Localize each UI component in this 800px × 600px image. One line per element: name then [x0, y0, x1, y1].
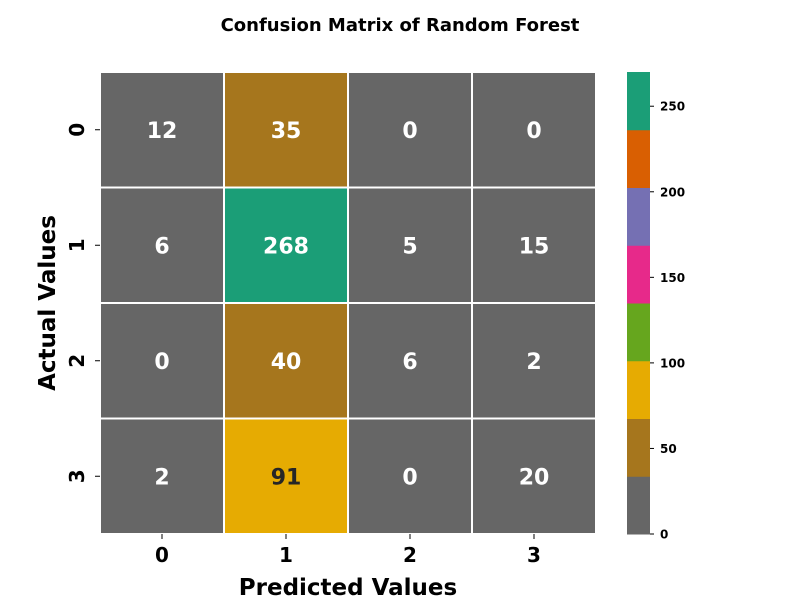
y-tick-label: 3 — [65, 469, 89, 483]
cell-value-label: 268 — [263, 234, 309, 259]
heatmap-cell-1-3 — [471, 186, 597, 304]
colorbar-segment — [627, 129, 650, 188]
x-tick-label: 0 — [155, 543, 169, 567]
colorbar-tick-label: 150 — [660, 271, 685, 285]
colorbar-tick-label: 200 — [660, 185, 685, 199]
heatmap-annotations: 12 35 0 0 6 268 5 15 0 40 6 2 2 91 0 20 — [147, 119, 550, 491]
x-tick-label: 1 — [279, 543, 293, 567]
heatmap-cell-0-1 — [223, 71, 349, 189]
x-tick-label: 3 — [527, 543, 541, 567]
x-tick-label: 2 — [403, 543, 417, 567]
colorbar-tick-label: 250 — [660, 100, 685, 114]
x-axis-ticks: 0 1 2 3 — [155, 534, 541, 567]
cell-value-label: 40 — [271, 350, 302, 375]
cell-value-label: 91 — [271, 465, 302, 490]
cell-value-label: 2 — [154, 465, 169, 490]
heatmap-cells — [99, 71, 597, 535]
cell-value-label: 6 — [154, 234, 169, 259]
cell-value-label: 6 — [402, 350, 417, 375]
colorbar-segment — [627, 187, 650, 246]
colorbar-segment — [627, 72, 650, 131]
cell-value-label: 0 — [402, 465, 417, 490]
y-tick-label: 0 — [65, 123, 89, 137]
heatmap-cell-1-1 — [223, 186, 349, 304]
colorbar-segment — [627, 418, 650, 477]
colorbar-tick-label: 0 — [660, 528, 668, 542]
y-axis-ticks: 0 1 2 3 — [65, 123, 100, 483]
colorbar-segment — [627, 360, 650, 419]
cell-value-label: 15 — [519, 234, 550, 259]
heatmap-cell-2-3 — [471, 302, 597, 420]
chart-title: Confusion Matrix of Random Forest — [221, 15, 580, 36]
colorbar-tick-label: 100 — [660, 356, 685, 370]
cell-value-label: 12 — [147, 119, 178, 144]
y-tick-label: 2 — [65, 354, 89, 368]
y-tick-label: 1 — [65, 238, 89, 252]
heatmap-cell-0-0 — [99, 71, 225, 189]
y-axis-label: Actual Values — [35, 215, 61, 391]
heatmap-cell-0-2 — [347, 71, 473, 189]
colorbar: 0 50 100 150 200 250 — [627, 72, 685, 542]
cell-value-label: 35 — [271, 119, 302, 144]
heatmap-cell-3-1 — [223, 417, 349, 535]
colorbar-segment — [627, 245, 650, 304]
colorbar-segment — [627, 476, 650, 535]
cell-value-label: 0 — [402, 119, 417, 144]
heatmap-cell-0-3 — [471, 71, 597, 189]
cell-value-label: 5 — [402, 234, 417, 259]
cell-value-label: 0 — [526, 119, 541, 144]
cell-value-label: 0 — [154, 350, 169, 375]
x-axis-label: Predicted Values — [239, 575, 457, 600]
cell-value-label: 2 — [526, 350, 541, 375]
colorbar-segment — [627, 303, 650, 362]
cell-value-label: 20 — [519, 465, 550, 490]
heatmap-cell-2-1 — [223, 302, 349, 420]
heatmap-cell-3-3 — [471, 417, 597, 535]
colorbar-tick-label: 50 — [660, 442, 677, 456]
